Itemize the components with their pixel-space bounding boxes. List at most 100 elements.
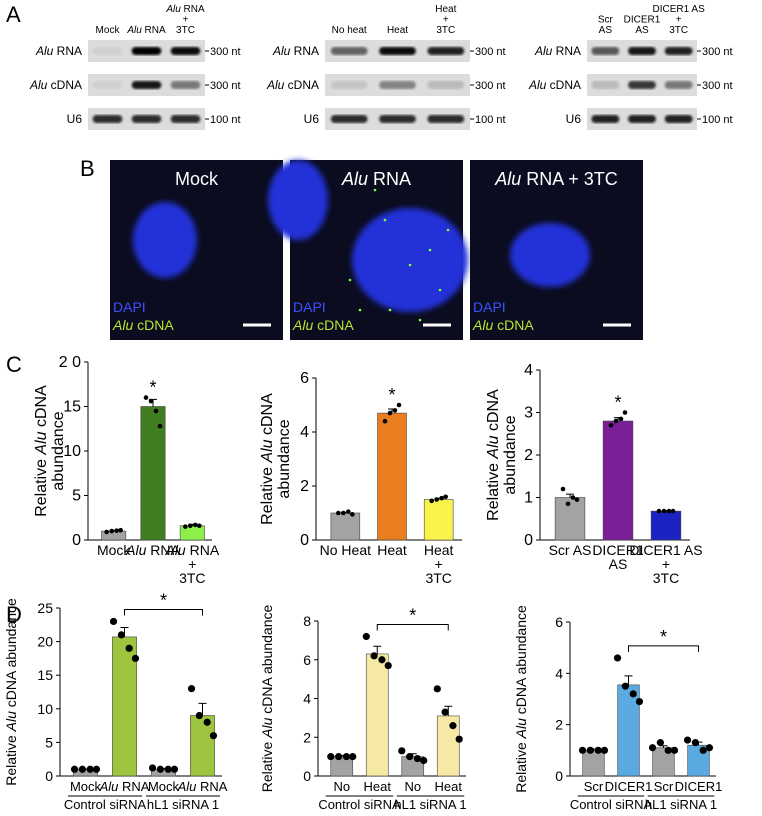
nucleus — [268, 160, 328, 240]
panel-label: D — [6, 602, 22, 627]
y-tick-label: 2 — [303, 729, 311, 745]
y-tick-label: 25 — [37, 600, 53, 616]
data-point — [193, 522, 198, 528]
panel-label: B — [80, 156, 95, 181]
data-point — [429, 498, 434, 504]
data-point — [656, 508, 662, 514]
bar — [330, 756, 354, 777]
data-point — [164, 765, 172, 773]
data-point — [670, 508, 676, 514]
x-tick-label: Heat — [377, 542, 407, 558]
data-point — [691, 739, 699, 747]
data-point — [382, 418, 388, 424]
stain-label: Alu cDNA — [112, 317, 174, 333]
bar — [650, 510, 682, 541]
data-point — [104, 529, 109, 535]
panel-label: C — [6, 352, 22, 377]
y-tick-label: 10 — [63, 443, 81, 460]
data-point — [156, 765, 164, 773]
data-point — [613, 654, 622, 662]
stain-label: Alu cDNA — [292, 317, 354, 333]
lane-label: Heat +3TC — [435, 4, 456, 36]
y-tick-label: 4 — [300, 424, 309, 441]
data-point — [336, 510, 341, 516]
y-tick-label: 15 — [63, 399, 81, 416]
blot-band — [170, 115, 201, 123]
x-tick-label: Alu RNA — [177, 779, 228, 794]
y-axis-label: Relative Alu cDNA abundance — [259, 605, 275, 793]
data-point — [188, 523, 193, 529]
significance-mark: * — [149, 378, 156, 398]
x-tick-label: DICER1 — [605, 779, 653, 794]
size-marker: 100 nt — [702, 114, 733, 126]
bar — [582, 750, 605, 777]
y-tick-label: 4 — [303, 691, 311, 707]
blot-band — [379, 115, 416, 123]
data-point — [392, 408, 398, 413]
stain-label: DAPI — [473, 299, 506, 315]
data-point — [433, 685, 441, 693]
signal-dot — [383, 218, 387, 222]
lane-label: Alu RNA +3TC — [165, 4, 205, 36]
size-marker: 300 nt — [702, 46, 733, 58]
data-point — [143, 395, 149, 400]
data-point — [153, 408, 159, 414]
data-point — [613, 418, 619, 424]
bar — [617, 684, 640, 777]
data-point — [203, 718, 211, 726]
x-tick-label: Mock — [70, 779, 102, 794]
data-point — [117, 631, 125, 639]
data-point — [600, 746, 609, 754]
y-tick-label: 6 — [303, 652, 311, 668]
signal-dot — [388, 308, 392, 312]
group-label: hL1 siRNA 1 — [147, 797, 219, 812]
y-tick-label: 0 — [524, 532, 533, 549]
data-point — [209, 732, 218, 740]
blot-band — [628, 81, 656, 89]
size-marker: 100 nt — [475, 114, 506, 126]
x-tick-label: Alu RNA — [125, 542, 180, 558]
data-point — [197, 523, 202, 529]
size-marker: 300 nt — [475, 46, 506, 58]
data-point — [622, 410, 628, 415]
micrograph-title: Alu RNA — [341, 169, 411, 189]
significance-bracket — [376, 624, 449, 631]
blot-band — [628, 47, 656, 55]
row-label: Alu RNA — [272, 44, 319, 58]
signal-dot — [373, 188, 377, 192]
data-point — [341, 510, 346, 516]
micrograph-title: Alu RNA + 3TC — [494, 169, 618, 189]
blot-band — [664, 81, 693, 89]
data-point — [114, 528, 119, 533]
lane-label: No heat — [332, 25, 367, 36]
size-marker: 300 nt — [702, 80, 733, 92]
x-tick-label: Heat +3TC — [424, 542, 454, 586]
panel-label: A — [6, 2, 21, 27]
data-point — [384, 661, 392, 670]
data-point — [621, 682, 629, 690]
size-marker: 300 nt — [475, 80, 506, 92]
bar — [330, 512, 361, 541]
x-tick-label: Scr AS — [549, 542, 592, 558]
data-point — [131, 654, 140, 663]
row-label: U6 — [67, 112, 83, 126]
error-bar — [373, 645, 382, 654]
significance-bracket — [124, 608, 203, 616]
data-point — [327, 753, 335, 761]
data-point — [349, 753, 357, 761]
lane-label: DICER1 AS +3TC — [653, 4, 706, 36]
y-tick-label: 2 — [300, 478, 309, 495]
size-marker: 300 nt — [210, 46, 241, 58]
group-label: hL1 siRNA 1 — [645, 797, 717, 812]
data-point — [362, 632, 370, 641]
y-tick-label: 0 — [555, 768, 563, 784]
blot-band — [170, 47, 201, 55]
data-point — [413, 754, 422, 763]
blot-band — [330, 47, 368, 55]
data-point — [439, 495, 444, 501]
x-tick-label: Alu RNA — [99, 779, 150, 794]
data-point — [560, 486, 566, 492]
blot-band — [591, 47, 620, 55]
stain-label: DAPI — [113, 299, 146, 315]
data-point — [350, 512, 355, 517]
